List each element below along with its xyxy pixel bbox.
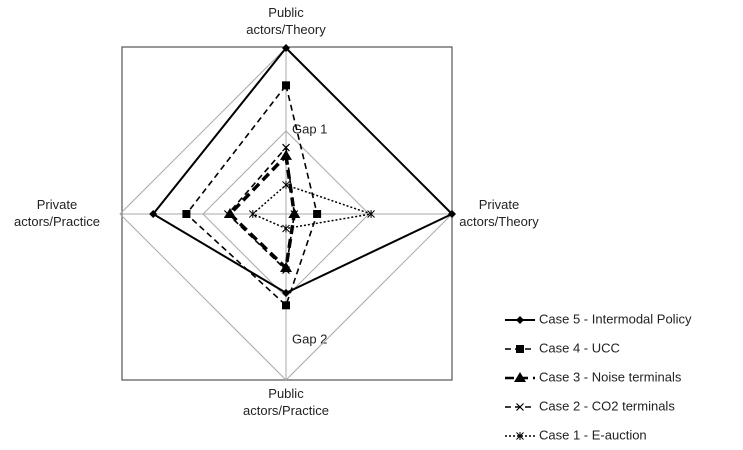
legend-label: Case 1 - E-auction bbox=[539, 427, 647, 442]
marker bbox=[248, 210, 257, 218]
marker bbox=[516, 403, 524, 411]
marker bbox=[514, 372, 526, 382]
marker bbox=[282, 288, 290, 297]
marker bbox=[282, 81, 290, 90]
marker bbox=[516, 432, 524, 440]
marker bbox=[182, 210, 191, 218]
marker bbox=[223, 210, 232, 218]
marker bbox=[367, 210, 375, 218]
axis-label: Public actors/Practice bbox=[243, 386, 329, 418]
marker bbox=[282, 266, 290, 274]
marker bbox=[448, 210, 456, 218]
marker bbox=[282, 143, 290, 152]
marker bbox=[282, 44, 290, 52]
marker bbox=[516, 345, 524, 353]
annotation: Gap 1 bbox=[292, 121, 327, 136]
marker bbox=[280, 149, 292, 160]
axis-label: Private actors/Practice bbox=[14, 197, 100, 229]
legend-label: Case 4 - UCC bbox=[539, 340, 620, 355]
legend-label: Case 5 - Intermodal Policy bbox=[539, 311, 692, 326]
marker bbox=[282, 301, 290, 310]
legend-label: Case 2 - CO2 terminals bbox=[539, 398, 675, 413]
series-line bbox=[151, 46, 454, 294]
series-line bbox=[251, 184, 372, 230]
marker bbox=[290, 210, 299, 218]
marker bbox=[282, 224, 290, 233]
marker bbox=[282, 180, 290, 189]
axis-label: Private actors/Theory bbox=[459, 197, 539, 229]
marker bbox=[516, 316, 524, 324]
annotation: Gap 2 bbox=[292, 331, 327, 346]
series-line bbox=[226, 145, 296, 272]
axis-label: Public actors/Theory bbox=[246, 5, 326, 37]
marker bbox=[313, 210, 322, 218]
legend-label: Case 3 - Noise terminals bbox=[539, 369, 682, 384]
marker bbox=[149, 210, 158, 218]
